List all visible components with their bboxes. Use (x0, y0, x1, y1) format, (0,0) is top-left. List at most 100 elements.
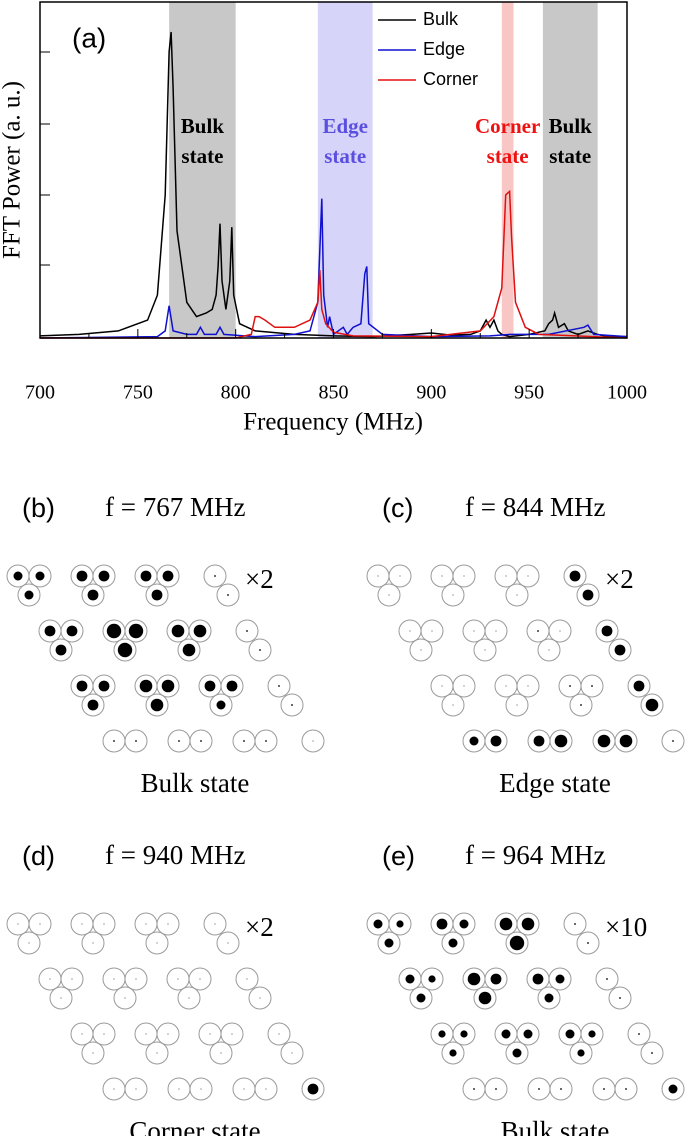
resonator (563, 564, 587, 588)
amplitude-dot (135, 978, 137, 980)
amplitude-dot (577, 1049, 585, 1057)
resonator (441, 931, 465, 955)
resonator (484, 967, 508, 991)
resonator (301, 729, 325, 753)
resonator (388, 564, 412, 588)
frequency-label: f = 964 MHz (465, 840, 605, 870)
resonator (627, 674, 651, 698)
amplitude-dot (591, 685, 593, 687)
resonator (156, 1022, 180, 1046)
resonator (209, 1041, 233, 1065)
amplitude-dot (103, 923, 105, 925)
band (542, 2, 598, 338)
resonator (145, 1041, 169, 1065)
resonator (608, 986, 632, 1010)
resonator (576, 583, 600, 607)
amplitude-dot (200, 1088, 202, 1090)
resonator (235, 967, 259, 991)
legend-label: Edge (423, 39, 465, 59)
scale-label: ×10 (605, 912, 647, 942)
resonator (81, 693, 105, 717)
amplitude-dot (135, 1088, 137, 1090)
resonator (156, 912, 180, 936)
resonator (516, 564, 540, 588)
resonator (189, 729, 213, 753)
resonator (563, 912, 587, 936)
amplitude-dot (246, 978, 248, 980)
amplitude-dot (527, 685, 529, 687)
amplitude-dot (509, 935, 525, 951)
amplitude-dot (601, 625, 613, 637)
caption: Bulk state (501, 1116, 610, 1136)
amplitude-dot (49, 978, 51, 980)
resonator (441, 583, 465, 607)
amplitude-dot (135, 740, 137, 742)
resonator (484, 1077, 508, 1101)
amplitude-dot (396, 920, 404, 928)
amplitude-dot (216, 700, 226, 710)
amplitude-dot (151, 589, 163, 601)
panel-label: (b) (22, 493, 55, 523)
amplitude-dot (246, 630, 248, 632)
amplitude-dot (265, 1088, 267, 1090)
panel-label: (d) (22, 841, 55, 871)
resonator (280, 1041, 304, 1065)
x-tick-label: 750 (123, 382, 153, 404)
resonator (301, 1077, 325, 1101)
resonator (484, 619, 508, 643)
amplitude-dot (113, 1088, 115, 1090)
amplitude-dot (516, 704, 518, 706)
amplitude-dot (220, 1052, 222, 1054)
resonator (113, 986, 137, 1010)
amplitude-dot (478, 991, 492, 1005)
amplitude-dot (501, 1029, 511, 1039)
resonator (203, 564, 227, 588)
resonator (177, 986, 201, 1010)
resonator (580, 674, 604, 698)
amplitude-dot (467, 972, 481, 986)
amplitude-dot (448, 938, 458, 948)
amplitude-dot (559, 630, 561, 632)
resonator (377, 583, 401, 607)
amplitude-dot (204, 680, 216, 692)
amplitude-dot (17, 923, 19, 925)
amplitude-dot (548, 649, 550, 651)
amplitude-dot (87, 589, 99, 601)
amplitude-dot (473, 630, 475, 632)
amplitude-dot (416, 993, 426, 1003)
resonator (220, 674, 244, 698)
resonator (473, 986, 497, 1010)
amplitude-dot (291, 704, 293, 706)
resonator (640, 1041, 664, 1065)
amplitude-dot (484, 649, 486, 651)
resonator (595, 619, 619, 643)
resonator (209, 693, 233, 717)
amplitude-dot (606, 978, 608, 980)
amplitude-dot (505, 685, 507, 687)
x-axis-label: Frequency (MHz) (243, 409, 423, 436)
resonator (452, 912, 476, 936)
amplitude-dot (569, 570, 581, 582)
amplitude-dot (162, 570, 174, 582)
amplitude-dot (544, 993, 554, 1003)
resonator (124, 619, 148, 643)
amplitude-dot (139, 679, 153, 693)
amplitude-dot (441, 575, 443, 577)
bands (169, 2, 598, 338)
amplitude-dot (505, 575, 507, 577)
amplitude-dot (98, 570, 110, 582)
resonator (113, 638, 137, 662)
amplitude-dot (441, 685, 443, 687)
amplitude-dot (291, 1052, 293, 1054)
amplitude-dot (171, 624, 185, 638)
resonator (452, 564, 476, 588)
scale-label: ×2 (245, 912, 274, 942)
amplitude-dot (645, 698, 659, 712)
resonator (49, 986, 73, 1010)
band-label: Edge (322, 114, 368, 138)
resonator (505, 931, 529, 955)
amplitude-dot (405, 974, 415, 984)
amplitude-dot (167, 923, 169, 925)
resonator (484, 729, 508, 753)
